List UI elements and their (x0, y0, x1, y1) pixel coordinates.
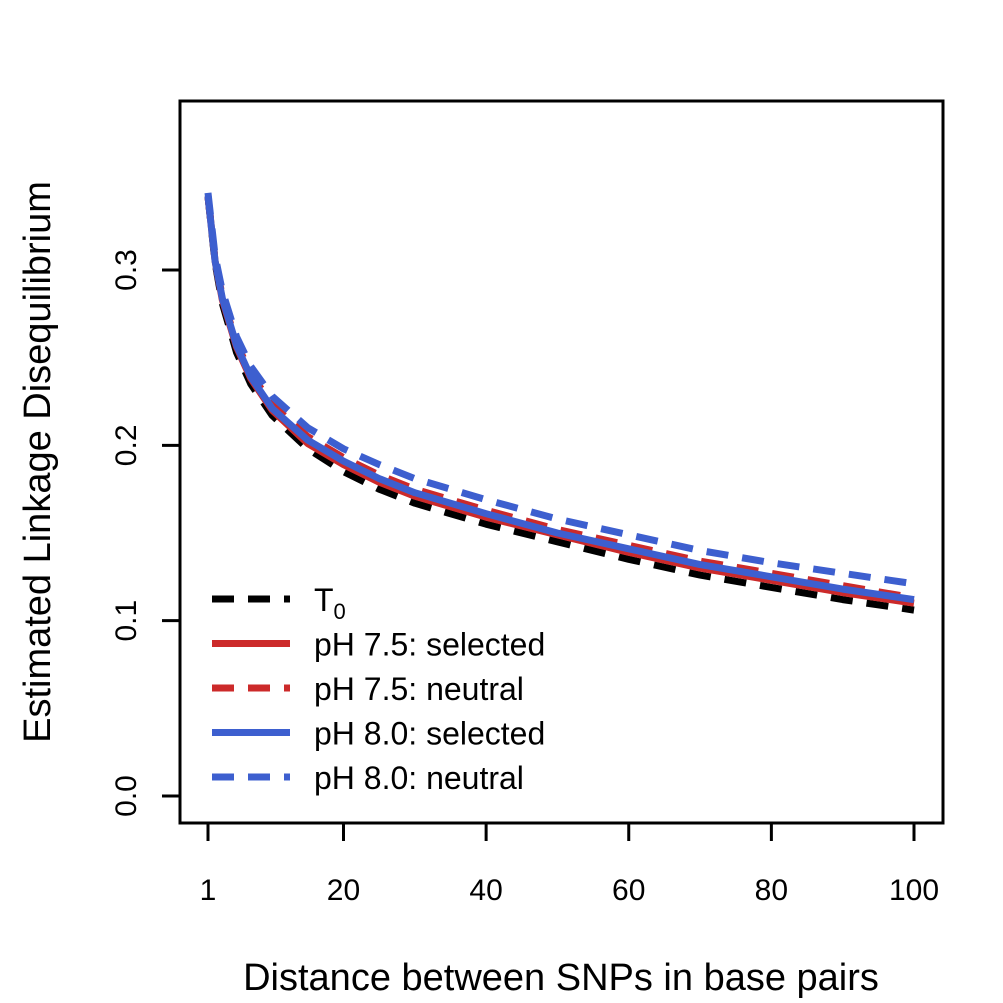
legend-label: pH 7.5: neutral (314, 671, 524, 707)
x-axis: 1 20 40 60 80 100 (200, 821, 939, 907)
y-tick-label: 0.1 (110, 600, 143, 642)
x-tick-label: 40 (469, 874, 502, 907)
series-line-t (204, 196, 915, 614)
y-axis: 0.0 0.1 0.2 0.3 (110, 249, 182, 817)
x-axis-title: Distance between SNPs in base pairs (243, 957, 879, 999)
x-tick-label: 1 (200, 874, 217, 907)
legend-label: pH 8.0: selected (314, 716, 545, 752)
y-axis-title: Estimated Linkage Disequilibrium (17, 181, 59, 743)
x-tick-label: 20 (327, 874, 360, 907)
x-tick-label: 80 (755, 874, 788, 907)
x-tick-label: 100 (889, 874, 939, 907)
series-line-ph-8-0-selected (204, 196, 915, 604)
legend-label: pH 7.5: selected (314, 627, 545, 663)
series-line-ph-8-0-neutral (204, 192, 915, 588)
series-lines (204, 192, 915, 614)
y-tick-label: 0.3 (110, 249, 143, 291)
x-tick-label: 60 (612, 874, 645, 907)
legend-label: T0 (314, 582, 346, 624)
y-tick-label: 0.0 (110, 775, 143, 817)
legend-label: pH 8.0: neutral (314, 760, 524, 796)
plot-frame (178, 99, 945, 825)
y-tick-label: 0.2 (110, 424, 143, 466)
